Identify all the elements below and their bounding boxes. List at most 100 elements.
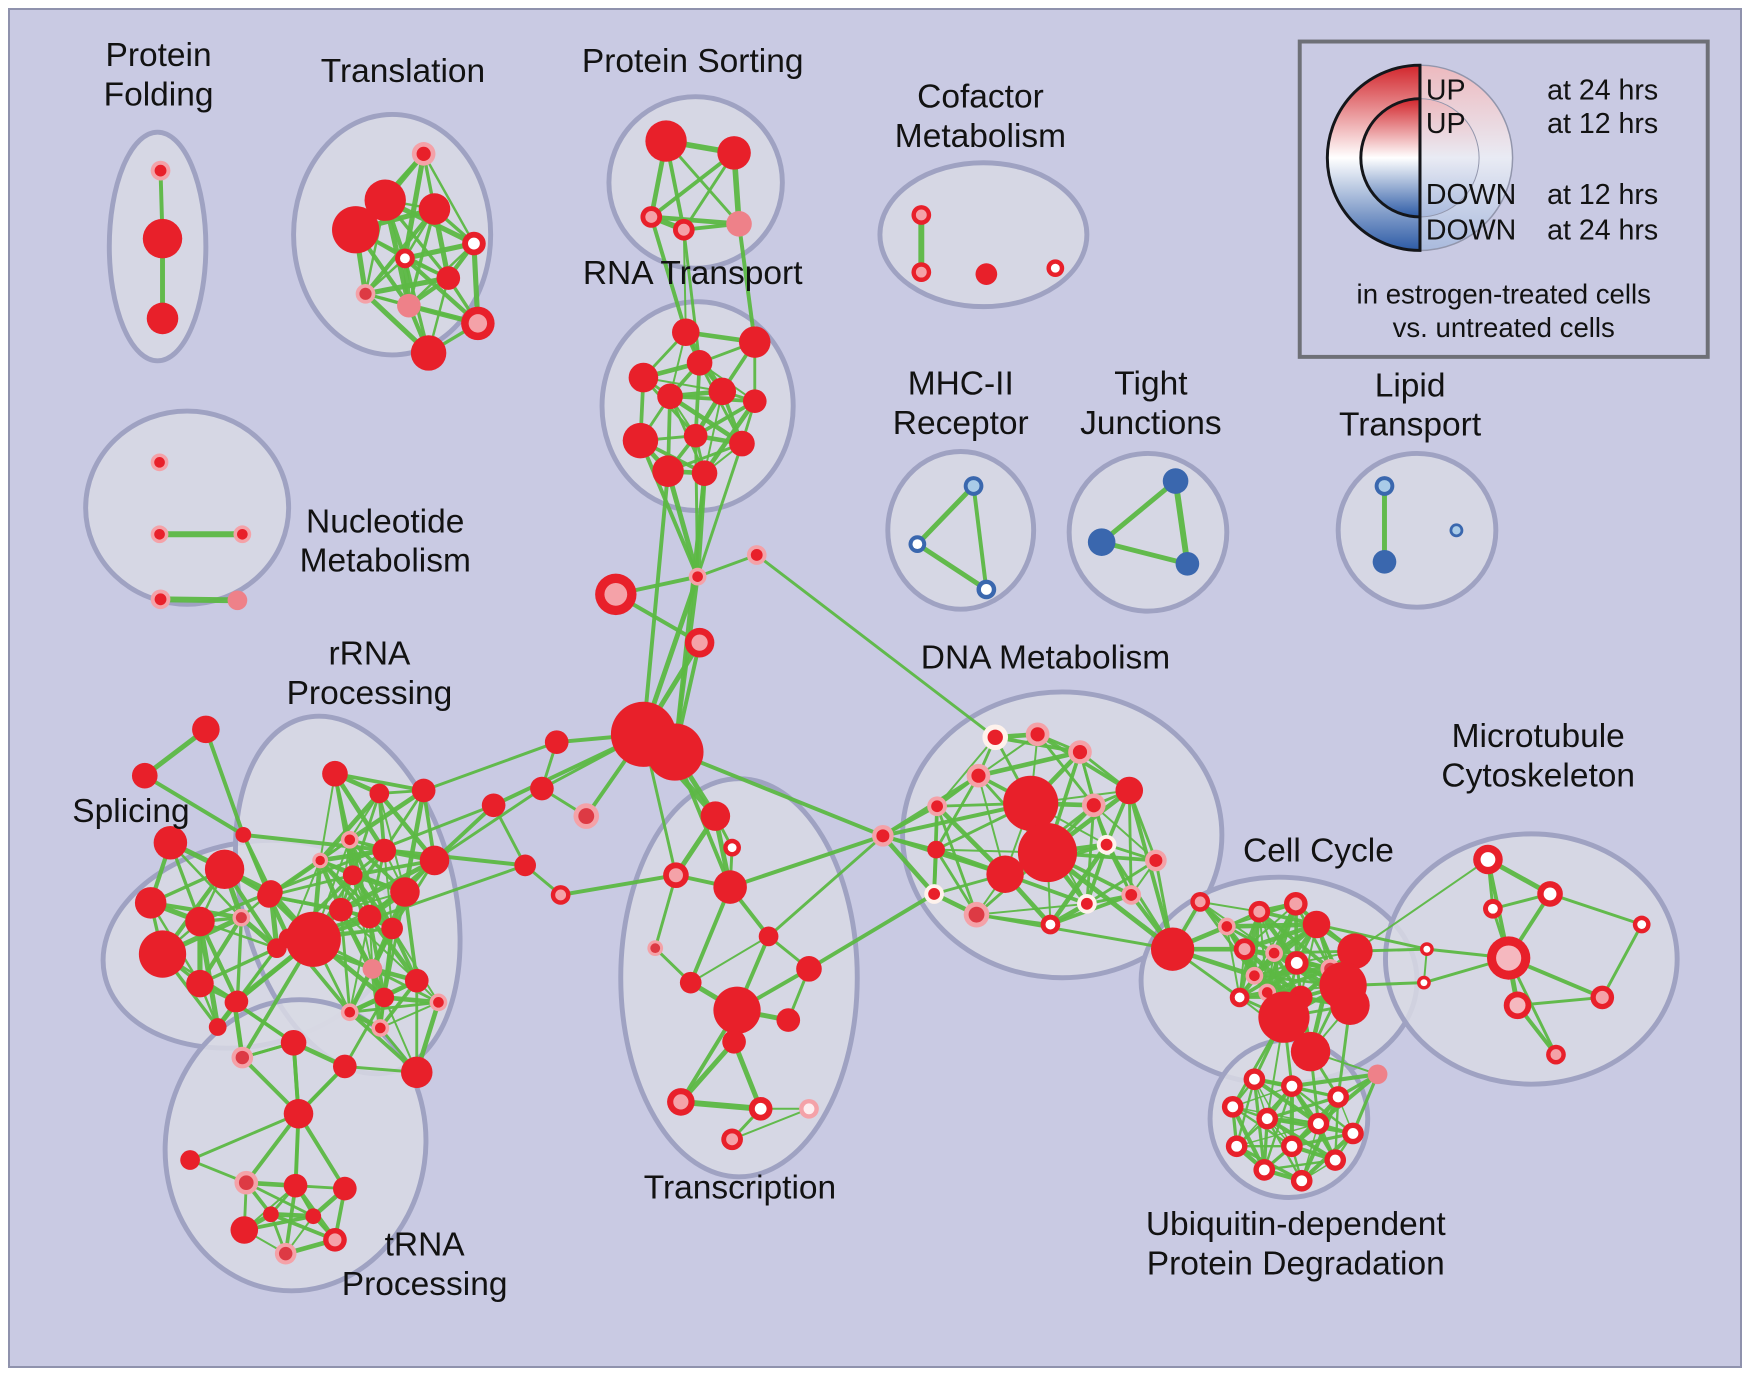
edge xyxy=(1085,842,1109,906)
node-core xyxy=(344,834,356,846)
link-edge xyxy=(1315,923,1429,951)
link-edge xyxy=(682,228,702,365)
node-core xyxy=(668,868,683,883)
node-core xyxy=(931,800,943,813)
edge xyxy=(688,885,733,985)
legend-footer-line: vs. untreated cells xyxy=(1393,312,1615,343)
node-R xyxy=(390,877,420,907)
node-core xyxy=(673,1094,689,1110)
node-R xyxy=(404,968,429,993)
node-core xyxy=(928,888,941,900)
legend-row-time: at 12 hrs xyxy=(1547,108,1658,140)
edge xyxy=(1290,1084,1355,1135)
link-edge xyxy=(311,863,527,941)
node-core xyxy=(1045,919,1056,930)
edge xyxy=(382,789,426,853)
cluster-label-line: Protein Degradation xyxy=(1147,1245,1445,1282)
node-R xyxy=(657,383,683,410)
cluster-label-line: Microtubule xyxy=(1452,718,1625,755)
node-R xyxy=(700,801,731,831)
node-core xyxy=(1637,920,1647,929)
node-core xyxy=(1290,957,1303,969)
node-R xyxy=(1115,776,1144,805)
edge xyxy=(971,484,989,592)
edge xyxy=(198,946,279,986)
edges-tight-junctions xyxy=(1099,478,1191,567)
link-edge xyxy=(672,750,885,838)
cluster-label-line: Translation xyxy=(321,53,485,90)
node-core xyxy=(726,1133,739,1146)
edge xyxy=(1235,1122,1320,1147)
node-core xyxy=(1480,852,1496,867)
edge xyxy=(422,152,476,245)
cluster-label-line: RNA Transport xyxy=(583,255,803,292)
cluster-label-line: DNA Metabolism xyxy=(921,639,1170,676)
node-R xyxy=(235,826,252,843)
cluster-label-cell-cycle: Cell Cycle xyxy=(1243,832,1394,869)
node-R xyxy=(628,362,659,393)
node-R xyxy=(153,825,188,860)
edge xyxy=(157,596,241,604)
nodes xyxy=(131,120,1651,1265)
edge xyxy=(317,791,382,863)
cluster-label-splicing: Splicing xyxy=(72,793,189,830)
node-core xyxy=(1496,945,1522,971)
cluster-label-line: Lipid xyxy=(1375,367,1446,404)
nodes-protein-sorting xyxy=(640,120,752,241)
edge xyxy=(914,541,989,592)
legend-row-time: at 24 hrs xyxy=(1547,215,1658,247)
node-R xyxy=(283,1098,314,1129)
node-core xyxy=(604,582,628,606)
cluster-label-microtubule-cytoskeleton: Microtubule Cytoskeleton xyxy=(1441,718,1635,794)
link-edge xyxy=(975,913,1175,951)
node-R xyxy=(1330,985,1370,1026)
node-core xyxy=(1194,896,1206,908)
inter-cluster-links xyxy=(222,214,1489,1126)
edge xyxy=(362,275,451,297)
cluster-label-line: Processing xyxy=(287,675,453,712)
node-R xyxy=(192,715,220,744)
link-edge xyxy=(422,740,559,792)
node-core xyxy=(238,1175,254,1191)
nodes-cell-cycle xyxy=(1150,891,1373,1072)
edge xyxy=(731,1039,764,1112)
legend-row-label: UP xyxy=(1426,108,1466,140)
cluster-label-protein-sorting: Protein Sorting xyxy=(582,43,804,80)
legend-circle-left-inner xyxy=(1359,97,1422,219)
node-core xyxy=(1227,1101,1239,1113)
link-edge xyxy=(696,442,744,579)
node-core xyxy=(1332,1091,1344,1103)
node-R xyxy=(683,423,708,448)
nodes-tight-junctions xyxy=(1087,468,1200,576)
node-R xyxy=(134,887,167,919)
edge xyxy=(203,727,246,837)
edge xyxy=(703,390,724,475)
node-R xyxy=(257,884,281,908)
edge xyxy=(649,150,737,219)
node-core xyxy=(1050,263,1060,273)
node-R xyxy=(131,762,158,789)
node-R xyxy=(285,911,341,967)
legend-row-label: DOWN xyxy=(1426,179,1516,211)
network-diagram: Protein Folding Translation Protein Sorting… xyxy=(72,37,1710,1303)
node-R xyxy=(332,1176,357,1201)
edge xyxy=(1265,1095,1340,1121)
node-R xyxy=(975,263,998,285)
nodes-rrna-processing xyxy=(257,760,450,1089)
node-P xyxy=(726,211,752,237)
node-core xyxy=(1258,1164,1270,1176)
node-R xyxy=(322,760,348,787)
node-core xyxy=(1268,947,1280,959)
node-R xyxy=(410,335,447,371)
node-core xyxy=(1221,921,1233,932)
node-R xyxy=(713,870,747,904)
node-core xyxy=(1420,979,1428,987)
link-edge xyxy=(665,468,701,580)
node-R xyxy=(418,193,451,225)
node-core xyxy=(344,1006,356,1018)
node-R xyxy=(713,986,761,1034)
edge xyxy=(169,841,243,919)
link-edge xyxy=(1353,858,1489,953)
legend-footer-line: in estrogen-treated cells xyxy=(1357,279,1651,310)
edge xyxy=(267,873,355,898)
